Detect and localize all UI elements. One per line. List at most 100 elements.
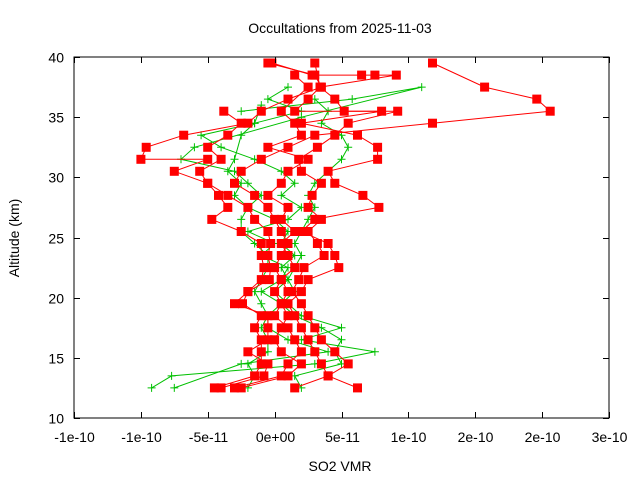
square-marker-icon — [370, 70, 380, 80]
square-marker-icon — [294, 154, 304, 164]
x-axis: -1e-10 -1e-10 -5e-11 0e+00 5e-11 1e-10 2e-10 2e… — [54, 57, 628, 445]
plus-marker-icon — [197, 131, 206, 140]
square-marker-icon — [290, 311, 300, 321]
square-marker-icon — [296, 323, 306, 333]
square-marker-icon — [294, 275, 304, 285]
square-marker-icon — [283, 202, 293, 212]
y-tick-label: 20 — [48, 291, 64, 307]
square-marker-icon — [259, 263, 269, 273]
square-marker-icon — [283, 359, 293, 369]
plus-marker-icon — [237, 359, 246, 368]
plus-marker-icon — [230, 155, 239, 164]
square-marker-icon — [330, 347, 340, 357]
square-marker-icon — [195, 166, 205, 176]
series-profile-red-5 — [195, 106, 276, 393]
square-marker-icon — [238, 299, 247, 309]
square-marker-icon — [256, 106, 266, 116]
series-line — [291, 62, 398, 389]
plus-marker-icon — [277, 191, 286, 200]
series-profile-red-4 — [287, 58, 403, 393]
plus-marker-icon — [167, 371, 176, 380]
square-marker-icon — [250, 371, 260, 381]
square-marker-icon — [263, 190, 273, 200]
y-axis: 10 15 20 25 30 35 40 — [48, 50, 609, 427]
square-marker-icon — [323, 166, 333, 176]
square-marker-icon — [316, 214, 326, 224]
square-marker-icon — [203, 178, 213, 188]
square-marker-icon — [276, 178, 286, 188]
square-marker-icon — [141, 142, 151, 152]
square-marker-icon — [219, 106, 229, 116]
square-marker-icon — [290, 335, 300, 345]
square-marker-icon — [203, 142, 213, 152]
square-marker-icon — [263, 58, 273, 68]
square-marker-icon — [256, 251, 266, 260]
square-marker-icon — [276, 251, 286, 260]
square-marker-icon — [264, 275, 274, 285]
square-marker-icon — [250, 323, 260, 333]
square-marker-icon — [310, 347, 320, 357]
y-tick-label: 15 — [48, 351, 64, 367]
square-marker-icon — [230, 178, 239, 188]
square-marker-icon — [290, 227, 300, 236]
plus-marker-icon — [417, 83, 426, 92]
plus-marker-icon — [237, 131, 246, 140]
square-marker-icon — [303, 227, 313, 236]
square-marker-icon — [276, 275, 286, 285]
square-marker-icon — [169, 166, 179, 176]
plus-marker-icon — [223, 167, 232, 176]
plus-marker-icon — [217, 143, 226, 152]
plus-marker-icon — [263, 95, 272, 104]
square-marker-icon — [334, 263, 344, 273]
square-marker-icon — [266, 263, 276, 273]
square-marker-icon — [307, 190, 317, 200]
square-marker-icon — [316, 178, 326, 188]
square-marker-icon — [276, 299, 286, 309]
square-marker-icon — [283, 323, 293, 333]
x-tick-label: 5e-11 — [325, 429, 360, 445]
square-marker-icon — [303, 202, 313, 212]
square-marker-icon — [283, 166, 293, 176]
square-marker-icon — [283, 239, 293, 248]
square-marker-icon — [283, 94, 293, 104]
square-marker-icon — [243, 347, 253, 357]
square-marker-icon — [391, 70, 401, 80]
square-marker-icon — [216, 383, 226, 393]
square-marker-icon — [263, 359, 273, 369]
square-marker-icon — [276, 214, 286, 224]
square-marker-icon — [323, 239, 333, 248]
y-tick-label: 30 — [48, 170, 64, 186]
square-marker-icon — [236, 383, 246, 393]
square-marker-icon — [303, 311, 313, 321]
square-marker-icon — [393, 106, 403, 116]
square-marker-icon — [243, 287, 253, 297]
square-marker-icon — [263, 202, 273, 212]
plus-marker-icon — [243, 359, 252, 368]
square-marker-icon — [276, 371, 286, 381]
y-tick-label: 35 — [48, 110, 64, 126]
square-marker-icon — [343, 359, 353, 369]
square-marker-icon — [290, 263, 300, 273]
plus-marker-icon — [170, 383, 179, 392]
square-marker-icon — [296, 130, 306, 140]
square-marker-icon — [296, 287, 306, 297]
plus-marker-icon — [257, 287, 266, 296]
square-marker-icon — [310, 214, 320, 224]
square-marker-icon — [256, 154, 266, 164]
square-marker-icon — [256, 347, 266, 357]
square-marker-icon — [276, 347, 286, 357]
square-marker-icon — [270, 311, 280, 321]
plus-marker-icon — [243, 179, 252, 188]
plus-marker-icon — [290, 179, 299, 188]
square-marker-icon — [283, 142, 293, 152]
y-tick-label: 25 — [48, 231, 64, 247]
square-marker-icon — [296, 166, 306, 176]
x-tick-label: 3e-10 — [592, 429, 628, 445]
plus-marker-icon — [337, 323, 346, 332]
square-marker-icon — [290, 118, 300, 128]
chart-title: Occultations from 2025-11-03 — [248, 20, 432, 36]
square-marker-icon — [319, 251, 329, 260]
plus-marker-icon — [344, 143, 353, 152]
square-marker-icon — [343, 118, 353, 128]
